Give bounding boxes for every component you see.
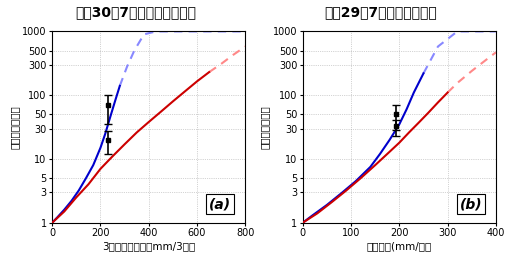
Text: (a): (a) <box>209 197 231 211</box>
Text: (b): (b) <box>459 197 482 211</box>
X-axis label: 3日積算降水量（mm/3日）: 3日積算降水量（mm/3日） <box>102 241 195 251</box>
Text: 平成29年7月九州北部豪雨: 平成29年7月九州北部豪雨 <box>325 5 437 19</box>
X-axis label: 日降水量(mm/日）: 日降水量(mm/日） <box>366 241 432 251</box>
Y-axis label: 再現期間（年）: 再現期間（年） <box>9 105 19 149</box>
Y-axis label: 再現期間（年）: 再現期間（年） <box>260 105 270 149</box>
Text: 平成30年7月豪雨（瀬戸内）: 平成30年7月豪雨（瀬戸内） <box>75 5 196 19</box>
